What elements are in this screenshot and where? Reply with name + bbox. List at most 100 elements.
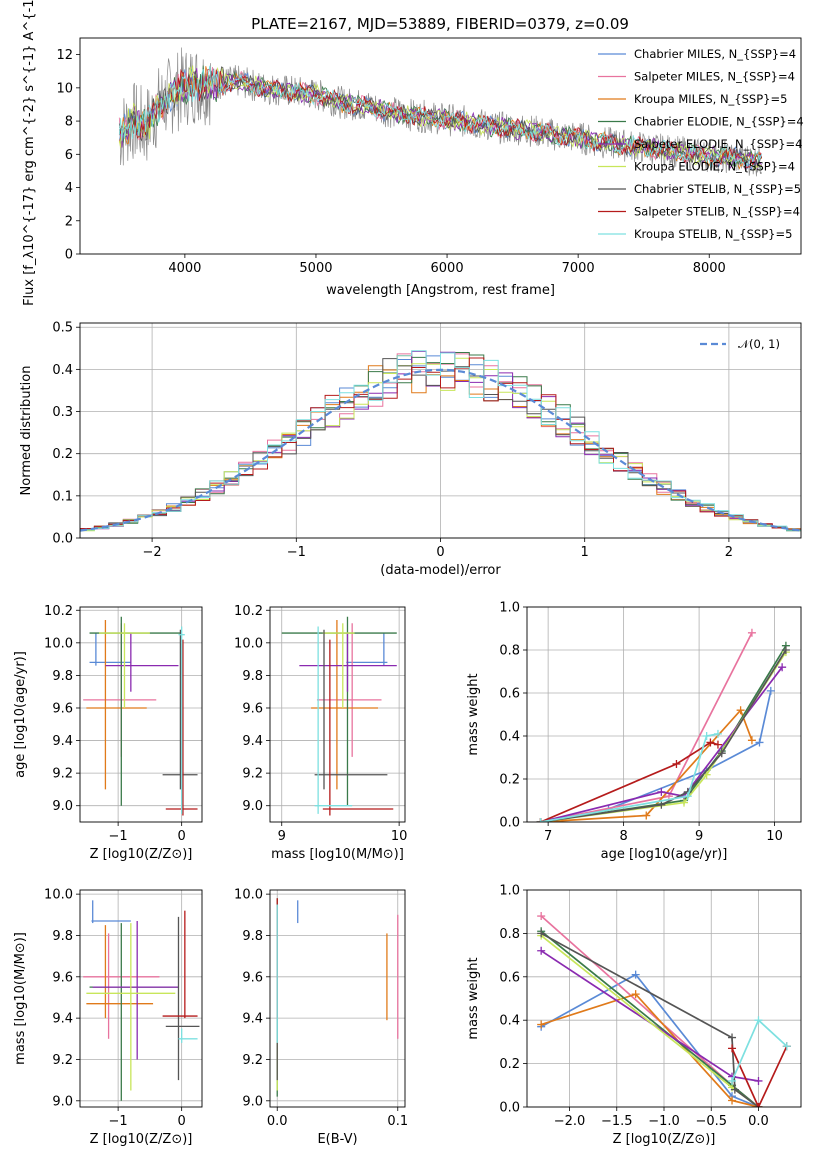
weight-marker: [754, 1016, 763, 1025]
y-tick-label: 9.4: [242, 1012, 263, 1027]
y-tick-label: 2: [65, 214, 73, 229]
weight-marker: [728, 1044, 737, 1053]
y-tick-label: 9.4: [242, 734, 263, 749]
weight-marker: [657, 787, 666, 796]
model-spectrum: [118, 65, 762, 171]
x-tick-label: 2: [725, 545, 733, 560]
data-point: [314, 626, 353, 814]
weight-marker: [631, 970, 640, 979]
weight-marker: [713, 729, 722, 738]
axes-frame: [79, 889, 203, 1108]
y-tick-label: 10.0: [44, 888, 73, 903]
y-tick-label: 1.0: [499, 884, 520, 899]
x-tick-label: 0.0: [748, 1114, 769, 1129]
legend-entry: Chabrier STELIB, N_{SSP}=5: [634, 182, 801, 196]
data-point: [86, 620, 147, 790]
x-tick-label: 8: [619, 829, 627, 844]
weight-marker: [728, 1033, 737, 1042]
data-point: [105, 633, 179, 692]
data-point: [86, 925, 154, 1019]
weight-line: [540, 932, 760, 1107]
weight-line: [540, 973, 759, 1107]
weight-marker: [672, 759, 681, 768]
x-axis-label: (data-model)/error: [380, 563, 501, 578]
weight-marker: [683, 792, 692, 801]
x-axis-label: Z [log10(Z/Z⊙)]: [90, 847, 193, 862]
legend-entry: 𝒩(0, 1): [738, 337, 780, 351]
data-point: [91, 900, 131, 924]
weight-marker: [766, 686, 775, 695]
x-tick-label: −1: [109, 829, 128, 844]
model-spectrum: [118, 66, 762, 168]
weight-marker: [782, 1042, 791, 1051]
x-tick-label: −2.0: [554, 1114, 586, 1129]
y-tick-label: 4: [65, 181, 73, 196]
weight-marker: [537, 929, 546, 938]
y-tick-label: 0.4: [499, 730, 520, 745]
legend-entry: Kroupa ELODIE, N_{SSP}=4: [634, 160, 795, 174]
y-tick-label: 10.2: [44, 604, 73, 619]
data-point: [162, 629, 198, 790]
weight-marker: [747, 736, 756, 745]
data-point: [178, 626, 185, 814]
figure-title: PLATE=2167, MJD=53889, FIBERID=0379, z=0…: [251, 15, 629, 33]
x-tick-label: 9: [278, 829, 286, 844]
y-tick-label: 9.8: [52, 669, 73, 684]
data-point: [322, 623, 355, 708]
legend-entry: Salpeter STELIB, N_{SSP}=4: [634, 205, 800, 219]
x-tick-label: 8000: [693, 261, 726, 276]
y-axis-label: mass [log10(M/M⊙)]: [13, 932, 28, 1065]
y-tick-label: 0.2: [52, 447, 73, 462]
axes-frame: [269, 889, 406, 1108]
y-tick-label: 9.8: [52, 929, 73, 944]
y-tick-label: 0.2: [499, 773, 520, 788]
y-tick-label: 9.6: [52, 970, 73, 985]
x-axis-label: Z [log10(Z/Z⊙)]: [613, 1132, 716, 1147]
y-tick-label: 10.0: [234, 636, 263, 651]
data-point: [86, 923, 176, 1091]
x-axis-label: mass [log10(M/M⊙)]: [271, 847, 404, 862]
x-tick-label: 6000: [431, 261, 464, 276]
y-tick-label: 10.0: [44, 636, 73, 651]
y-tick-label: 9.8: [242, 929, 263, 944]
y-tick-label: 0: [65, 248, 73, 263]
y-tick-label: 9.0: [242, 1094, 263, 1109]
x-axis-label: E(B-V): [317, 1132, 357, 1147]
weight-marker: [728, 1096, 737, 1105]
weight-line: [540, 666, 783, 822]
weight-marker: [631, 990, 640, 999]
weight-marker: [680, 798, 689, 807]
y-tick-label: 0.3: [52, 405, 73, 420]
x-tick-label: 10: [391, 829, 408, 844]
weight-line: [731, 1045, 788, 1107]
x-tick-label: 10: [766, 829, 783, 844]
y-tick-label: 0.2: [499, 1057, 520, 1072]
axes-frame: [79, 322, 802, 539]
weight-line: [540, 741, 719, 822]
x-tick-label: −1: [109, 1114, 128, 1129]
y-tick-label: 9.4: [52, 734, 73, 749]
data-point: [346, 633, 388, 666]
x-tick-label: −0.5: [695, 1114, 727, 1129]
weight-line: [540, 733, 719, 822]
weight-marker: [730, 1085, 739, 1094]
weight-marker: [755, 738, 764, 747]
weight-marker: [706, 738, 715, 747]
x-tick-label: 0: [178, 1114, 186, 1129]
weight-marker: [728, 1076, 737, 1085]
weight-marker: [537, 946, 546, 955]
weight-marker: [537, 912, 546, 921]
legend-entry: Salpeter MILES, N_{SSP}=4: [634, 70, 795, 84]
normal-reference-curve: [80, 368, 801, 532]
y-axis-label: mass weight: [466, 673, 481, 755]
data-point: [162, 910, 198, 1019]
weight-marker: [702, 732, 711, 740]
y-tick-label: 0.4: [52, 363, 73, 378]
y-tick-label: 0.4: [499, 1014, 520, 1029]
axes-frame: [79, 606, 203, 823]
y-tick-label: 9.0: [52, 1094, 73, 1109]
data-point: [99, 623, 150, 708]
weight-marker: [754, 1103, 763, 1107]
x-axis-label: Z [log10(Z/Z⊙)]: [90, 1132, 193, 1147]
weight-marker: [657, 800, 666, 809]
